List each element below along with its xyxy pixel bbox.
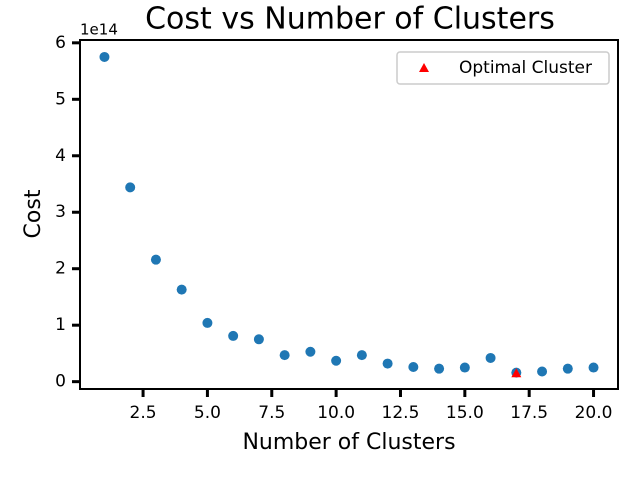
legend-label: Optimal Cluster [459, 58, 592, 78]
point [511, 368, 522, 378]
point [331, 355, 342, 366]
point [202, 317, 213, 328]
y-tick-label: 6 [55, 33, 66, 53]
point [228, 330, 239, 341]
chart-title: Cost vs Number of Clusters [145, 2, 555, 37]
y-tick-label: 5 [55, 89, 66, 109]
point [99, 51, 110, 62]
y-tick-label: 0 [55, 372, 66, 392]
point [537, 366, 548, 377]
x-tick-label: 17.5 [510, 403, 548, 423]
point [150, 254, 161, 265]
x-tick-label: 20.0 [575, 403, 613, 423]
point [253, 334, 264, 345]
x-axis-label: Number of Clusters [242, 430, 455, 455]
point [588, 362, 599, 373]
x-tick-label: 2.5 [130, 403, 157, 423]
y-tick-label: 4 [55, 146, 66, 166]
x-tick-label: 12.5 [382, 403, 420, 423]
legend-box [396, 51, 610, 85]
y-tick-label: 2 [55, 259, 66, 279]
point [279, 350, 290, 361]
point [356, 350, 367, 361]
point [305, 346, 316, 357]
point [459, 362, 470, 373]
y-offset-label: 1e14 [80, 21, 118, 39]
x-tick-label: 10.0 [317, 403, 355, 423]
point [125, 182, 136, 193]
x-tick-label: 15.0 [446, 403, 484, 423]
axes-frame [79, 39, 619, 390]
point [382, 358, 393, 369]
y-tick-label: 3 [55, 202, 66, 222]
x-tick-label: 7.5 [258, 403, 285, 423]
x-tick-label: 5.0 [194, 403, 221, 423]
point [485, 352, 496, 363]
point [408, 361, 419, 372]
point [434, 363, 445, 374]
y-tick-label: 1 [55, 315, 66, 335]
point [562, 363, 573, 374]
point [176, 284, 187, 295]
y-axis-label: Cost [21, 189, 46, 238]
legend-marker [419, 63, 429, 72]
